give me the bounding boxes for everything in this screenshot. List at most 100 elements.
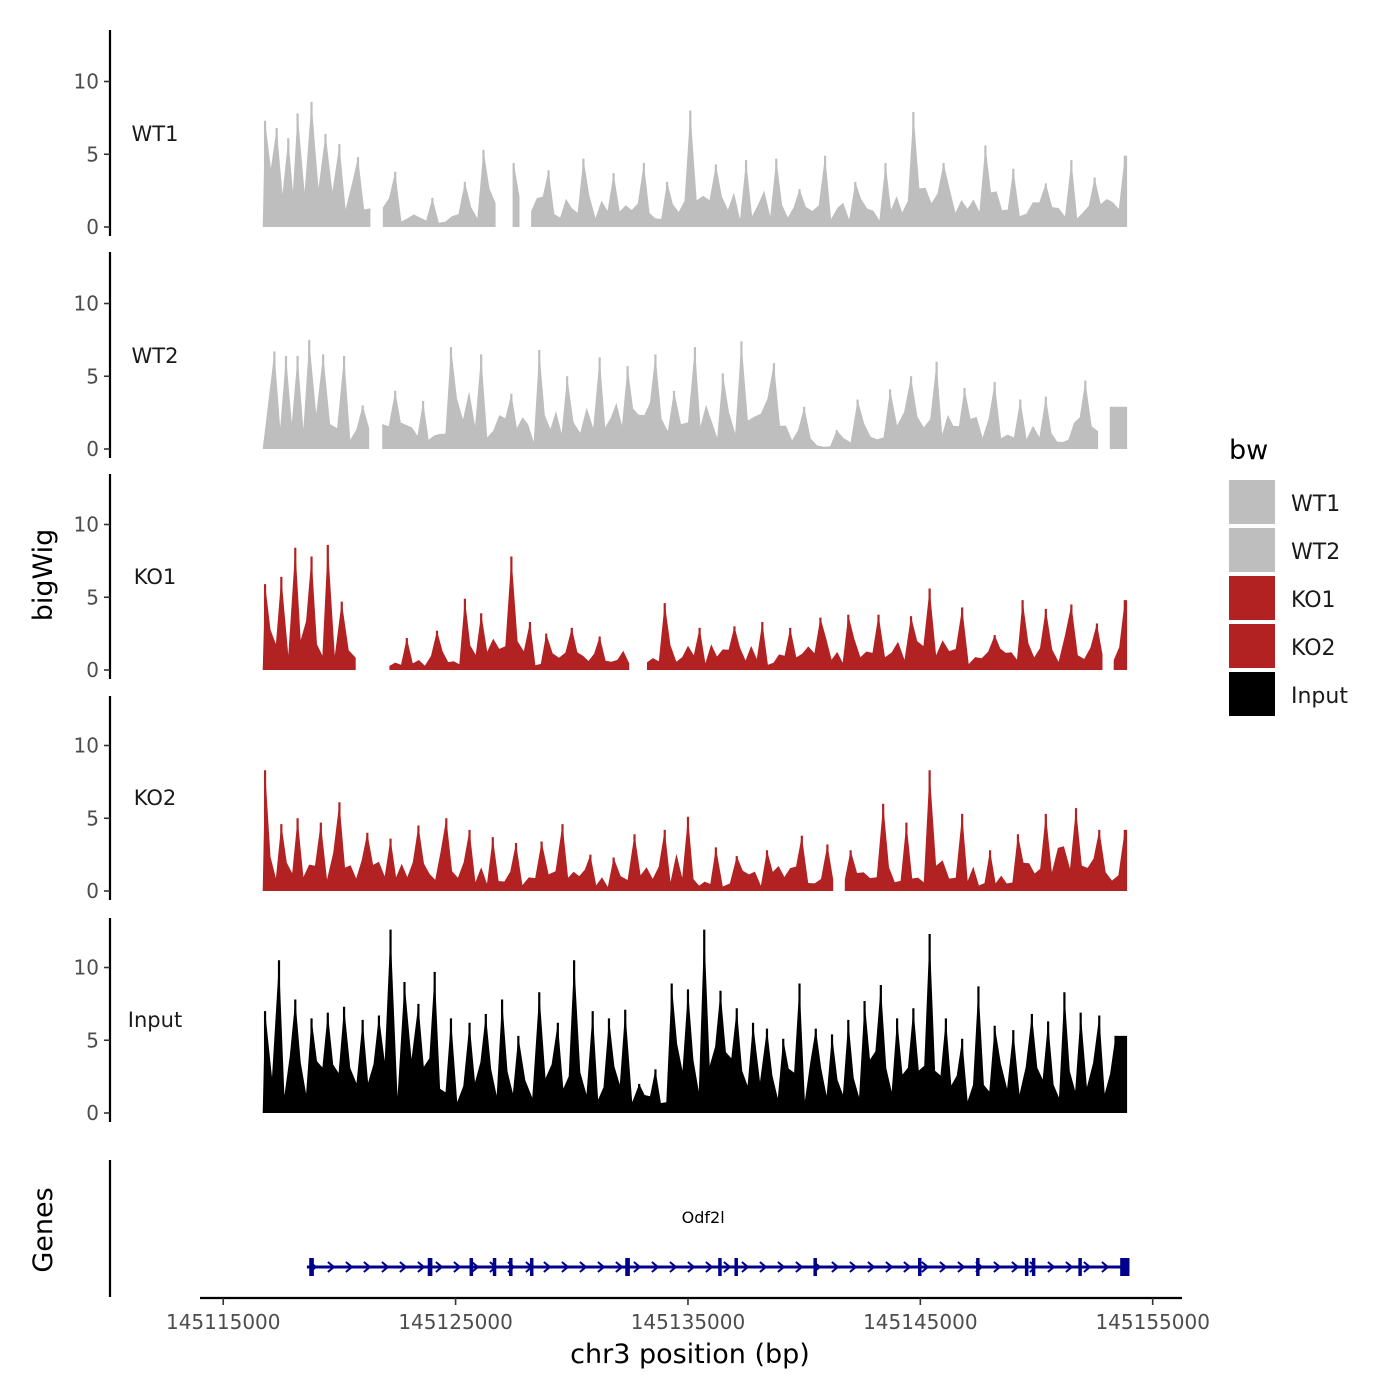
strand-arrow xyxy=(939,1261,948,1273)
strand-arrow xyxy=(957,1261,966,1273)
strand-arrow xyxy=(849,1261,858,1273)
strand-arrow xyxy=(327,1261,336,1273)
y-tick-label: 5 xyxy=(86,806,99,830)
legend-label-ko2: KO2 xyxy=(1291,636,1336,661)
y-tick-label: 0 xyxy=(86,1101,99,1125)
gene-exon xyxy=(718,1258,722,1276)
strand-arrow xyxy=(705,1261,714,1273)
gene-exon xyxy=(813,1258,817,1276)
track-label: KO2 xyxy=(134,786,177,810)
legend-swatch-wt2 xyxy=(1229,528,1275,572)
gene-exon xyxy=(1024,1258,1029,1276)
strand-arrow xyxy=(633,1261,642,1273)
track-label: KO1 xyxy=(134,565,177,589)
strand-arrow xyxy=(885,1261,894,1273)
gene-exon xyxy=(625,1258,630,1276)
strand-arrow xyxy=(417,1261,426,1273)
legend-label-input: Input xyxy=(1291,684,1348,709)
signal-area-ko2 xyxy=(262,770,1128,891)
strand-arrow xyxy=(453,1261,462,1273)
x-tick-label: 145125000 xyxy=(398,1310,513,1334)
gene-exon xyxy=(529,1258,534,1276)
y-tick-label: 5 xyxy=(86,142,99,166)
legend-swatch-wt1 xyxy=(1229,480,1275,524)
gene-exon xyxy=(1078,1258,1082,1276)
y-tick-label: 10 xyxy=(74,956,99,980)
strand-arrow xyxy=(651,1261,660,1273)
strand-arrow xyxy=(471,1261,480,1273)
y-tick-label: 0 xyxy=(86,437,99,461)
x-axis-title: chr3 position (bp) xyxy=(570,1339,810,1370)
strand-arrow xyxy=(579,1261,588,1273)
legend-swatch-input xyxy=(1229,672,1275,716)
legend-swatch-ko1 xyxy=(1229,576,1275,620)
x-axis: 145115000 145125000 145135000 145145000 1451… xyxy=(166,1296,1210,1334)
x-tick-label: 145145000 xyxy=(863,1310,978,1334)
strand-arrow xyxy=(867,1261,876,1273)
legend: bw WT1 WT2 KO1 KO2 Input xyxy=(1229,435,1348,716)
legend-label-ko1: KO1 xyxy=(1291,588,1336,613)
gene-exon xyxy=(309,1258,314,1276)
strand-arrow xyxy=(831,1261,840,1273)
y-tick-label: 5 xyxy=(86,364,99,388)
gene-exon xyxy=(1031,1258,1036,1276)
track-label: Input xyxy=(128,1008,182,1032)
strand-arrow xyxy=(543,1261,552,1273)
x-tick-label: 145155000 xyxy=(1095,1310,1210,1334)
gene-exon xyxy=(976,1258,980,1276)
strand-arrow xyxy=(345,1261,354,1273)
gene-exon xyxy=(469,1258,474,1276)
y-tick-label: 10 xyxy=(74,70,99,94)
strand-arrow xyxy=(777,1261,786,1273)
strand-arrow xyxy=(795,1261,804,1273)
genes-axis-title: Genes xyxy=(28,1187,59,1272)
strand-arrow xyxy=(921,1261,930,1273)
gene-exon xyxy=(918,1258,922,1276)
strand-arrow xyxy=(1101,1261,1110,1273)
strand-arrow xyxy=(669,1261,678,1273)
y-tick-label: 0 xyxy=(86,215,99,239)
strand-arrow xyxy=(1011,1261,1020,1273)
strand-arrow xyxy=(903,1261,912,1273)
strand-arrow xyxy=(687,1261,696,1273)
track-ko1: 0 5 10 KO1 xyxy=(74,474,1128,682)
strand-arrow xyxy=(1083,1261,1092,1273)
y-tick-label: 5 xyxy=(86,1028,99,1052)
gene-exon xyxy=(427,1258,433,1276)
y-tick-label: 10 xyxy=(74,513,99,537)
strand-arrow xyxy=(615,1261,624,1273)
legend-label-wt1: WT1 xyxy=(1291,492,1340,517)
gene-exon xyxy=(734,1258,738,1276)
track-wt2: 0 5 10 WT2 xyxy=(74,252,1128,461)
legend-title: bw xyxy=(1229,435,1268,466)
strand-arrow xyxy=(399,1261,408,1273)
y-tick-label: 0 xyxy=(86,879,99,903)
strand-arrow xyxy=(993,1261,1002,1273)
gene-exon xyxy=(509,1258,513,1276)
gene-track: Odf2l xyxy=(108,1160,1130,1297)
legend-swatch-ko2 xyxy=(1229,624,1275,668)
x-tick-label: 145115000 xyxy=(166,1310,281,1334)
gene-exon xyxy=(492,1258,497,1276)
strand-arrow xyxy=(561,1261,570,1273)
y-tick-label: 10 xyxy=(74,734,99,758)
track-label: WT1 xyxy=(132,122,179,146)
legend-label-wt2: WT2 xyxy=(1291,540,1340,565)
track-label: WT2 xyxy=(132,344,179,368)
gene-exon xyxy=(1120,1258,1130,1276)
signal-tracks: 0 5 10 WT1 0 5 10 WT2 0 5 10 KO1 0 5 10 KO2 0 5 10 Input xyxy=(74,30,1128,1125)
strand-arrow xyxy=(363,1261,372,1273)
strand-arrow xyxy=(597,1261,606,1273)
strand-arrow xyxy=(381,1261,390,1273)
x-tick-label: 145135000 xyxy=(631,1310,746,1334)
strand-arrow xyxy=(723,1261,732,1273)
track-wt1: 0 5 10 WT1 xyxy=(74,30,1128,239)
strand-arrow xyxy=(741,1261,750,1273)
signal-area-input xyxy=(262,929,1128,1113)
y-tick-label: 5 xyxy=(86,585,99,609)
gene-name-label: Odf2l xyxy=(682,1208,725,1227)
track-input: 0 5 10 Input xyxy=(74,918,1128,1125)
signal-area-ko1 xyxy=(262,544,1128,670)
track-ko2: 0 5 10 KO2 xyxy=(74,696,1128,903)
